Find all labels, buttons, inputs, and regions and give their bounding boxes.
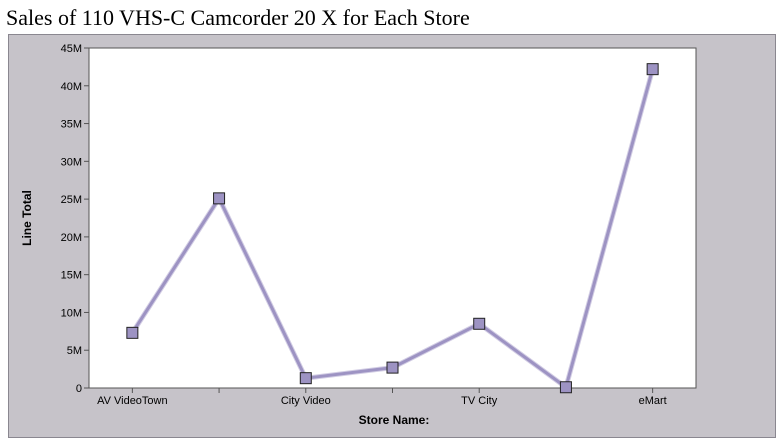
data-point	[646, 63, 659, 76]
series-layer	[126, 63, 659, 394]
plot-area	[88, 47, 697, 389]
data-point	[386, 361, 399, 374]
y-tick-label: 25M	[61, 194, 82, 206]
x-tick-label: City Video	[281, 395, 331, 407]
y-tick-label: 35M	[61, 119, 82, 131]
y-tick-label: 10M	[61, 307, 82, 319]
y-tick-label: 40M	[61, 81, 82, 93]
y-tick-label: 5M	[67, 345, 82, 357]
data-point	[126, 326, 139, 339]
x-axis: AV VideoTown City Video TV City eMart	[97, 388, 667, 407]
y-axis-title: Line Total	[20, 190, 34, 246]
chart-frame: 0 5M 10M 15M 20M 25M 30M 35M 40M 45M AV VideoTown…	[8, 34, 776, 438]
x-tick-label: TV City	[461, 395, 498, 407]
y-tick-label: 15M	[61, 270, 82, 282]
chart-title: Sales of 110 VHS-C Camcorder 20 X for Ea…	[6, 5, 470, 30]
data-point	[559, 381, 572, 394]
data-point	[213, 192, 226, 205]
x-tick-label: eMart	[639, 395, 667, 407]
y-tick-label: 30M	[61, 156, 82, 168]
x-axis-title: Store Name:	[359, 413, 430, 427]
data-point	[473, 317, 486, 330]
x-tick-label: AV VideoTown	[97, 395, 168, 407]
line-chart: 0 5M 10M 15M 20M 25M 30M 35M 40M 45M AV VideoTown…	[20, 43, 697, 427]
y-tick-label: 0	[76, 383, 82, 395]
data-point	[299, 372, 312, 385]
y-tick-label: 20M	[61, 232, 82, 244]
y-tick-label: 45M	[61, 43, 82, 55]
y-axis: 0 5M 10M 15M 20M 25M 30M 35M 40M 45M	[61, 43, 89, 395]
